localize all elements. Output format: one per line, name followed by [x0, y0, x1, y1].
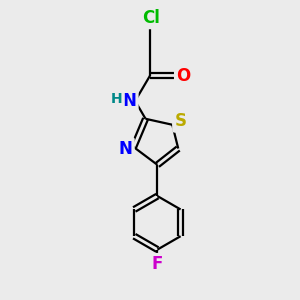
Text: Cl: Cl — [142, 9, 160, 27]
Text: S: S — [175, 112, 187, 130]
Text: O: O — [176, 67, 191, 85]
Text: N: N — [122, 92, 136, 110]
Text: H: H — [111, 92, 122, 106]
Text: N: N — [118, 140, 132, 158]
Text: F: F — [152, 255, 163, 273]
